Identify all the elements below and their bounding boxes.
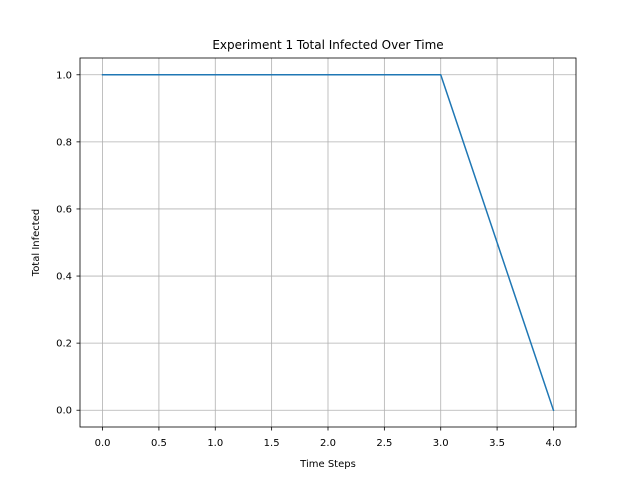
x-tick-label: 1.0	[207, 438, 223, 449]
grid-lines	[80, 58, 576, 427]
x-tick-label: 0.0	[95, 438, 111, 449]
y-tick-label: 0.6	[56, 204, 72, 215]
y-axis-label: Total Infected	[31, 209, 42, 277]
series-layer	[101, 74, 555, 412]
series-line	[101, 74, 555, 412]
y-tick-label: 1.0	[56, 70, 72, 81]
x-tick-label: 3.0	[433, 438, 449, 449]
y-tick-label: 0.0	[56, 406, 72, 417]
x-axis-label: Time Steps	[299, 459, 356, 470]
chart-title: Experiment 1 Total Infected Over Time	[212, 38, 443, 52]
x-ticks: 0.0 0.5 1.0 1.5 2.0 2.5 3.0 3.5 4.0	[95, 427, 562, 449]
x-tick-label: 2.5	[376, 438, 392, 449]
y-ticks: 0.0 0.2 0.4 0.6 0.8 1.0	[56, 70, 80, 417]
x-tick-label: 3.5	[489, 438, 505, 449]
x-tick-label: 0.5	[151, 438, 167, 449]
plot-area: 0.0 0.5 1.0 1.5 2.0 2.5 3.0 3.5 4.0 0.0 0.2 0.4 0.6…	[56, 57, 577, 449]
x-tick-label: 2.0	[320, 438, 336, 449]
x-tick-label: 4.0	[546, 438, 562, 449]
x-tick-label: 1.5	[264, 438, 280, 449]
y-tick-label: 0.4	[56, 272, 72, 283]
y-tick-label: 0.2	[56, 339, 72, 350]
y-tick-label: 0.8	[56, 137, 72, 148]
